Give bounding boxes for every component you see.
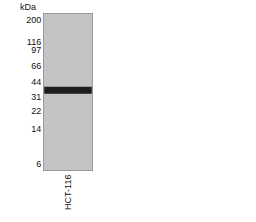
svg-text:kDa: kDa	[20, 2, 36, 12]
svg-text:97: 97	[31, 45, 41, 55]
svg-text:6: 6	[36, 159, 41, 169]
svg-text:66: 66	[31, 61, 41, 71]
svg-text:22: 22	[31, 106, 41, 116]
svg-text:31: 31	[31, 92, 41, 102]
svg-text:44: 44	[31, 77, 41, 87]
svg-text:116: 116	[27, 37, 41, 47]
svg-text:200: 200	[26, 15, 41, 25]
svg-text:14: 14	[31, 124, 41, 134]
svg-text:HCT-116: HCT-116	[63, 175, 73, 210]
